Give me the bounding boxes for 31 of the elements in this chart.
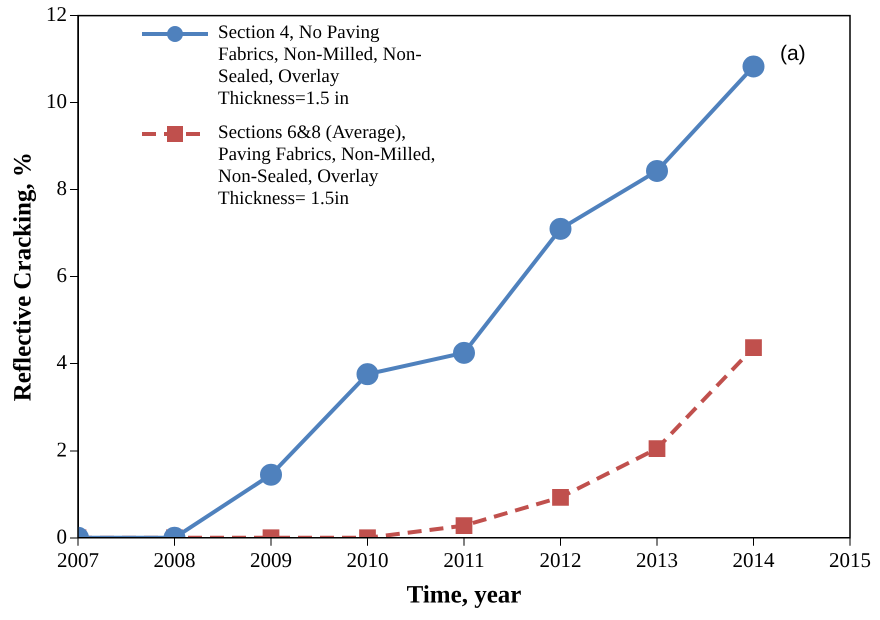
y-tick-label: 2 — [56, 437, 67, 462]
point — [646, 160, 668, 182]
y-tick-label: 0 — [56, 524, 67, 548]
legend-label: Section 4, No Paving Fabrics, Non-Milled, Non-Sealed, Overlay Thickness=1.5 in — [218, 22, 423, 110]
legend-label: Sections 6&8 (Average), Paving Fabrics, Non-Milled, Non-Sealed, Overlay Thickness= 1.5in — [218, 122, 436, 210]
x-tick-label: 2009 — [250, 548, 292, 572]
point — [745, 339, 762, 356]
point — [260, 464, 282, 486]
point — [356, 363, 378, 386]
annotation: (a) — [780, 42, 806, 66]
point — [552, 488, 569, 506]
x-tick-label: 2015 — [829, 548, 871, 572]
y-axis-title: Reflective Cracking, % — [9, 152, 36, 402]
point — [742, 56, 764, 78]
y-tick-label: 10 — [46, 89, 67, 114]
y-tick-label: 4 — [56, 350, 68, 374]
x-axis-title: Time, year — [406, 581, 522, 608]
x-tick-label: 2010 — [346, 548, 388, 572]
y-tick-label: 12 — [46, 2, 67, 26]
point — [453, 342, 475, 364]
y-tick-label: 8 — [56, 176, 67, 200]
point — [550, 218, 572, 240]
x-tick-label: 2014 — [732, 548, 775, 572]
y-tick-label: 6 — [56, 263, 67, 288]
x-tick-label: 2011 — [443, 548, 485, 572]
x-tick-label: 2012 — [540, 548, 582, 572]
point — [648, 440, 666, 457]
x-tick-label: 2007 — [57, 548, 99, 572]
x-tick-label: 2013 — [636, 548, 678, 572]
x-tick-label: 2008 — [154, 548, 196, 572]
point — [456, 517, 472, 534]
